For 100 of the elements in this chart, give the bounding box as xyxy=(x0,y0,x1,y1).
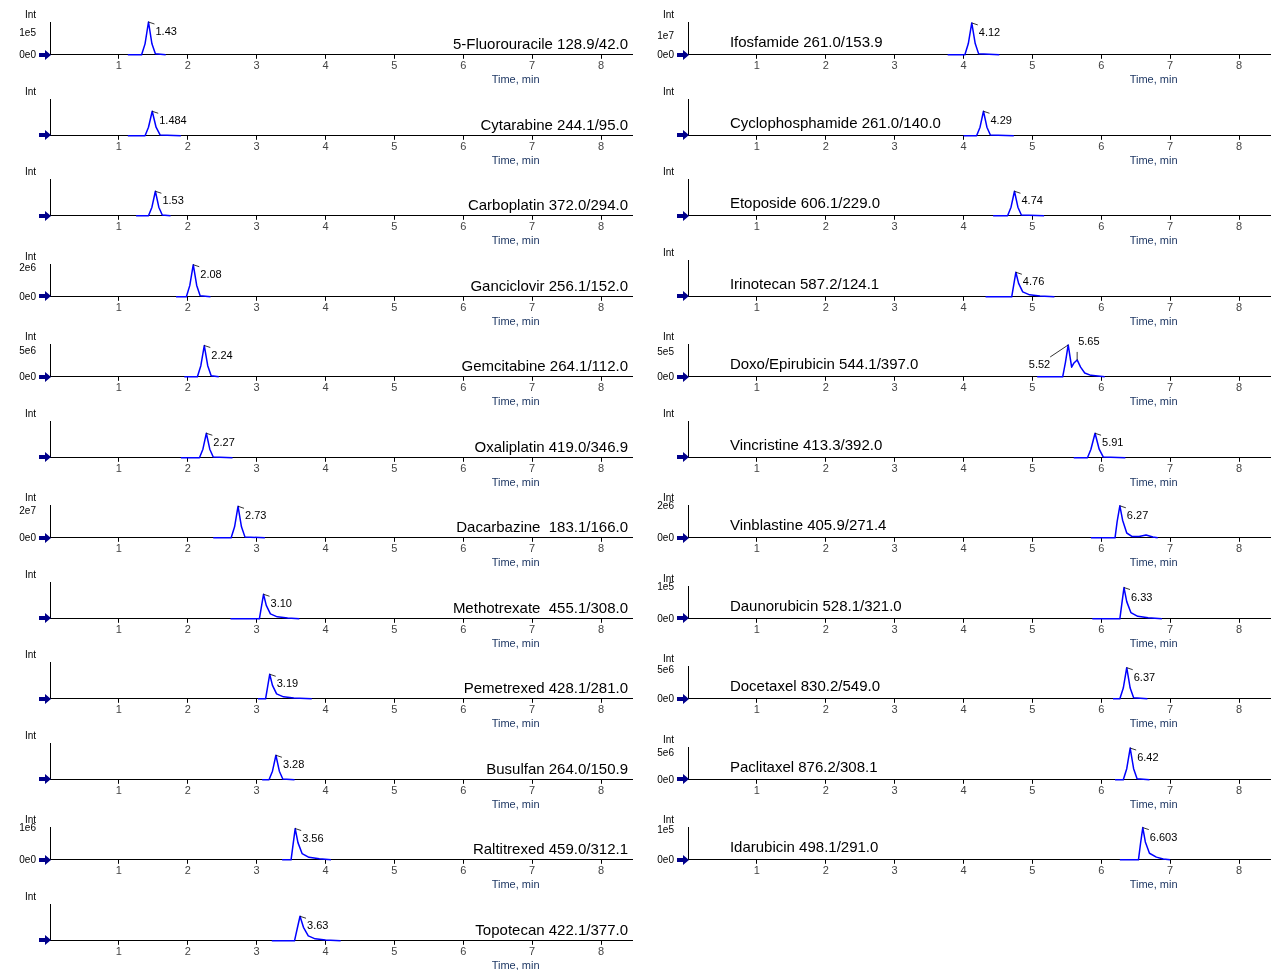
x-tick-label: 6 xyxy=(460,59,467,72)
x-tick-label: 1 xyxy=(753,139,760,152)
x-tick-label: 2 xyxy=(822,461,829,474)
x-tick-label: 8 xyxy=(1235,542,1243,555)
x-tick-label: 4 xyxy=(322,139,329,152)
y-axis-title: Int xyxy=(24,165,37,177)
x-tick-label: 7 xyxy=(1167,461,1174,474)
annotation: 5.52 xyxy=(1028,358,1051,370)
text: Vinblastine 405.9/271.4 xyxy=(729,515,887,533)
chart-title: Vincristine 413.3/392.0 xyxy=(729,435,883,453)
x-tick-label: 6 xyxy=(1098,381,1105,394)
y-tick-label: 0e0 xyxy=(19,853,37,865)
x-tick-label: 6 xyxy=(460,220,467,233)
x-tick-label: 5 xyxy=(1029,59,1036,72)
y-tick-label: 0e0 xyxy=(19,370,37,382)
x-tick-label: 4 xyxy=(960,542,967,555)
annotation: 4.29 xyxy=(990,113,1012,126)
x-tick-label: 1 xyxy=(753,542,760,555)
x-tick-label: 1 xyxy=(115,542,122,555)
x-tick-label: 4 xyxy=(960,220,967,233)
chart-title: Busulfan 264.0/150.9 xyxy=(486,759,628,777)
x-tick-label: 4 xyxy=(960,139,967,152)
y-axis-title: Int xyxy=(24,85,37,97)
x-tick-label: 7 xyxy=(529,220,536,233)
x-axis-title: Time, min xyxy=(1129,233,1178,246)
y-axis-title: Int xyxy=(24,890,37,902)
x-tick-label: 7 xyxy=(529,139,536,152)
x-tick-label: 5 xyxy=(391,461,398,474)
x-tick-label: 1 xyxy=(753,220,760,233)
y-axis-title: Int xyxy=(662,8,675,20)
x-tick-label: 6 xyxy=(1098,864,1105,877)
annotation: 5.65 xyxy=(1078,335,1100,348)
x-tick-label: 2 xyxy=(822,59,829,72)
text: Gemcitabine 264.1/112.0 xyxy=(461,356,628,374)
x-tick-label: 1 xyxy=(753,783,760,796)
x-tick-label: 2 xyxy=(184,220,191,233)
x-tick-label: 3 xyxy=(891,139,898,152)
x-tick-label: 5 xyxy=(1029,461,1036,474)
x-tick-label: 8 xyxy=(597,944,605,957)
x-tick-label: 6 xyxy=(1098,59,1105,72)
x-axis-title: Time, min xyxy=(1129,636,1178,649)
x-tick-label: 2 xyxy=(184,59,191,72)
x-tick-label: 7 xyxy=(529,703,536,716)
x-tick-label: 2 xyxy=(184,139,191,152)
x-tick-label: 2 xyxy=(184,381,191,394)
x-tick-label: 7 xyxy=(529,461,536,474)
x-tick-label: 5 xyxy=(1029,300,1036,313)
x-axis-title: Time, min xyxy=(491,475,540,488)
y-axis-title: Int xyxy=(662,813,675,825)
x-tick-label: 2 xyxy=(822,703,829,716)
chart-title: Methotrexate 455.1/308.0 xyxy=(452,598,628,616)
chart-title: Irinotecan 587.2/124.1 xyxy=(729,274,880,292)
x-tick-label: 3 xyxy=(891,220,898,233)
annotation: 1.484 xyxy=(159,113,187,126)
annotation: 2.24 xyxy=(211,348,233,361)
x-tick-label: 7 xyxy=(1167,381,1174,394)
x-tick-label: 7 xyxy=(529,300,536,313)
x-tick-label: 1 xyxy=(115,381,122,394)
y-axis-title: Int xyxy=(24,491,37,503)
x-tick-label: 8 xyxy=(597,381,605,394)
chart-title: Cytarabine 244.1/95.0 xyxy=(480,115,628,133)
annotation: 3.28 xyxy=(282,757,305,770)
x-tick-label: 2 xyxy=(184,300,191,313)
y-tick-label: 5e5 xyxy=(657,346,675,358)
x-tick-label: 6 xyxy=(460,381,467,394)
x-tick-label: 4 xyxy=(960,381,967,394)
x-tick-label: 1 xyxy=(115,139,122,152)
y-axis-title: Int xyxy=(24,8,37,20)
x-axis-title: Time, min xyxy=(1129,475,1178,488)
x-tick-label: 5 xyxy=(391,381,398,394)
annotation: 2.27 xyxy=(213,435,235,448)
x-tick-label: 6 xyxy=(460,944,467,957)
x-axis-title: Time, min xyxy=(491,72,540,85)
x-tick-label: 2 xyxy=(822,220,829,233)
x-tick-label: 6 xyxy=(460,139,467,152)
x-tick-label: 8 xyxy=(597,461,605,474)
annotation: 6.603 xyxy=(1149,830,1178,843)
y-axis-title: Int xyxy=(24,813,37,825)
x-tick-label: 3 xyxy=(253,461,260,474)
x-tick-label: 1 xyxy=(753,381,760,394)
x-tick-label: 8 xyxy=(597,703,605,716)
text: Docetaxel 830.2/549.0 xyxy=(729,676,881,694)
x-tick-label: 5 xyxy=(1029,381,1036,394)
x-tick-label: 3 xyxy=(891,542,898,555)
y-tick-label: 5e6 xyxy=(657,746,675,758)
x-tick-label: 8 xyxy=(1235,703,1243,716)
x-axis-title: Time, min xyxy=(491,153,540,166)
y-tick-label: 1e7 xyxy=(657,29,675,41)
x-tick-label: 1 xyxy=(115,59,122,72)
x-axis-title: Time, min xyxy=(1129,716,1178,729)
y-tick-label: 0e0 xyxy=(657,48,675,60)
x-tick-label: 4 xyxy=(322,703,329,716)
x-axis-title: Time, min xyxy=(491,555,540,568)
x-tick-label: 7 xyxy=(1167,59,1174,72)
x-tick-label: 4 xyxy=(322,864,329,877)
x-tick-label: 6 xyxy=(1098,542,1105,555)
y-axis-title: Int xyxy=(662,165,675,177)
x-tick-label: 8 xyxy=(597,220,605,233)
x-tick-label: 2 xyxy=(822,622,829,635)
x-tick-label: 3 xyxy=(891,622,898,635)
